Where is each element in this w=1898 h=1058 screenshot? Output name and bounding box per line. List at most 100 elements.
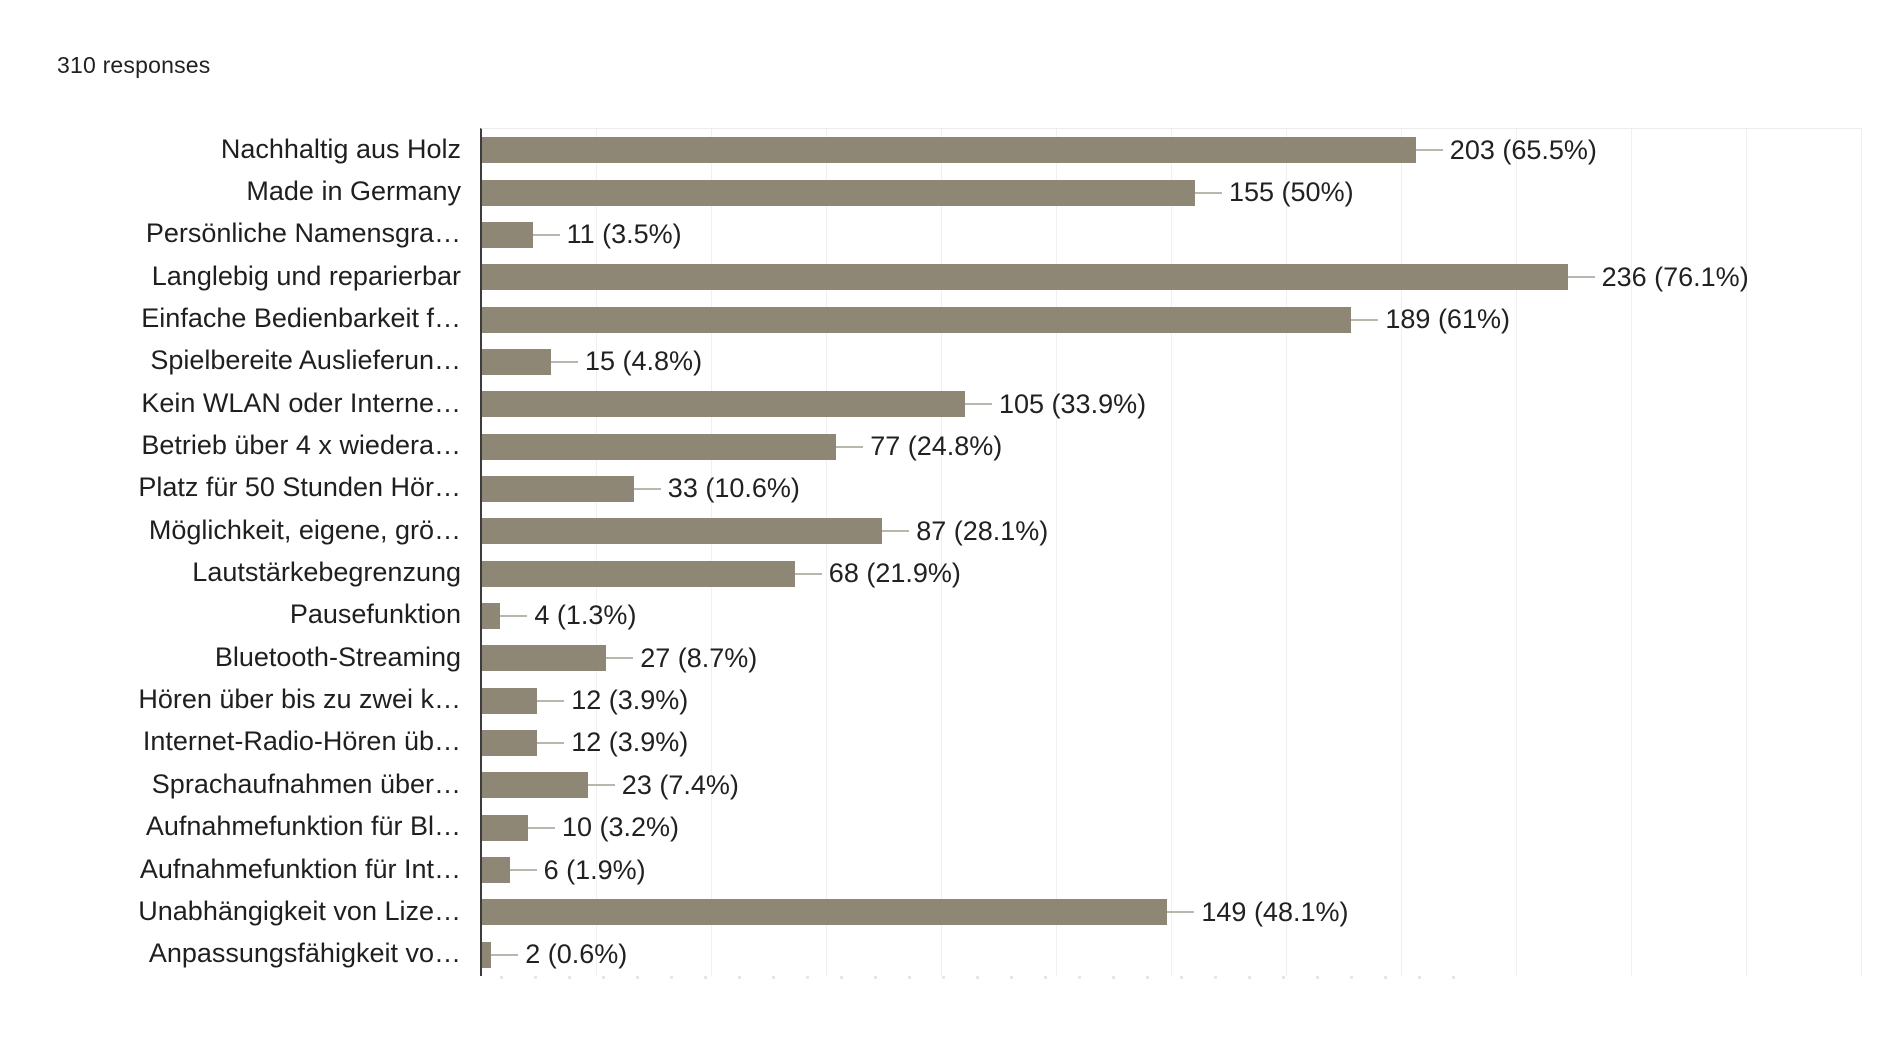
bar[interactable] [482, 814, 528, 841]
annotation-stem [1351, 318, 1379, 321]
category-label: Kein WLAN oder Interne… [141, 387, 461, 418]
annotation-stem [1167, 911, 1195, 914]
responses-count: 310 responses [57, 52, 211, 78]
value-label: 105 (33.9%) [999, 388, 1147, 419]
category-label: Aufnahmefunktion für Bl… [145, 811, 461, 842]
value-label: 33 (10.6%) [667, 473, 800, 504]
value-label: 87 (28.1%) [916, 515, 1049, 546]
bar[interactable] [482, 645, 607, 672]
bar-row: 87 (28.1%) [482, 510, 1862, 552]
category-label: Lautstärkebegrenzung [192, 557, 461, 588]
category-label: Möglichkeit, eigene, grö… [148, 514, 461, 545]
category-axis-labels: Nachhaltig aus Holz Made in Germany Persön… [0, 128, 470, 975]
annotation-stem [1415, 149, 1443, 152]
bar-row: 12 (3.9%) [482, 722, 1862, 764]
value-label: 236 (76.1%) [1601, 261, 1749, 292]
annotation-stem [1567, 276, 1595, 279]
annotation-stem [836, 445, 864, 448]
bar-row: 68 (21.9%) [482, 552, 1862, 594]
bar-row: 236 (76.1%) [482, 256, 1862, 298]
annotation-stem [491, 953, 519, 956]
annotation-stem [633, 487, 661, 490]
bar[interactable] [482, 137, 1416, 164]
bar-row: 33 (10.6%) [482, 468, 1862, 510]
bar[interactable] [482, 772, 588, 799]
annotation-stem [551, 360, 578, 363]
bar[interactable] [482, 560, 795, 587]
bar[interactable] [482, 941, 492, 968]
bar-row: 105 (33.9%) [482, 383, 1862, 425]
bar-row: 77 (24.8%) [482, 425, 1862, 467]
bar[interactable] [482, 179, 1195, 206]
annotation-stem [500, 614, 528, 617]
bar-row: 149 (48.1%) [482, 891, 1862, 933]
annotation-stem [965, 403, 992, 406]
bar[interactable] [482, 518, 883, 545]
value-label: 4 (1.3%) [534, 600, 637, 631]
value-label: 6 (1.9%) [543, 854, 646, 885]
category-label: Langlebig und reparierbar [151, 260, 461, 291]
bar-row: 15 (4.8%) [482, 341, 1862, 383]
category-label: Nachhaltig aus Holz [220, 133, 461, 164]
value-label: 189 (61%) [1385, 304, 1510, 335]
value-label: 155 (50%) [1229, 177, 1354, 208]
annotation-stem [794, 572, 822, 575]
category-label: Sprachaufnahmen über… [151, 768, 461, 799]
bar[interactable] [482, 729, 538, 756]
value-label: 203 (65.5%) [1449, 134, 1597, 165]
category-label: Aufnahmefunktion für Int… [139, 853, 461, 884]
bar-row: 155 (50%) [482, 171, 1862, 213]
category-label: Made in Germany [246, 176, 461, 207]
value-label: 149 (48.1%) [1201, 896, 1349, 927]
value-label: 23 (7.4%) [621, 769, 739, 800]
category-label: Pausefunktion [289, 599, 461, 630]
bar[interactable] [482, 899, 1168, 926]
bar[interactable] [482, 348, 551, 375]
category-label: Betrieb über 4 x wiedera… [141, 430, 461, 461]
annotation-stem [606, 657, 634, 660]
bar-row: 11 (3.5%) [482, 214, 1862, 256]
bar-row: 2 (0.6%) [482, 934, 1862, 976]
bar-row: 189 (61%) [482, 298, 1862, 340]
bar-row: 4 (1.3%) [482, 595, 1862, 637]
value-label: 68 (21.9%) [828, 558, 961, 589]
value-label: 15 (4.8%) [585, 346, 703, 377]
bar-row: 203 (65.5%) [482, 129, 1862, 171]
annotation-stem [509, 869, 537, 872]
bar-chart-plot-area: 203 (65.5%) 155 (50%) 11 (3.5%) 236 (76.1%)… [480, 128, 1862, 976]
category-label: Hören über bis zu zwei k… [138, 684, 461, 715]
value-label: 2 (0.6%) [525, 939, 628, 970]
value-label: 12 (3.9%) [571, 685, 689, 716]
cropped-next-row-remnant [500, 976, 1460, 979]
category-label: Unabhängigkeit von Lize… [138, 895, 461, 926]
bar[interactable] [482, 433, 837, 460]
annotation-stem [537, 741, 565, 744]
bar-row: 12 (3.9%) [482, 679, 1862, 721]
value-label: 12 (3.9%) [571, 727, 689, 758]
bar-row: 23 (7.4%) [482, 764, 1862, 806]
category-label: Platz für 50 Stunden Hör… [138, 472, 461, 503]
bar[interactable] [482, 391, 965, 418]
bar-row: 27 (8.7%) [482, 637, 1862, 679]
bar[interactable] [482, 857, 510, 884]
value-label: 10 (3.2%) [561, 812, 680, 843]
bar-row: 6 (1.9%) [482, 849, 1862, 891]
annotation-stem [587, 784, 615, 787]
category-label: Internet-Radio-Hören üb… [142, 726, 461, 757]
bar[interactable] [482, 687, 538, 714]
bar[interactable] [482, 306, 1352, 333]
bar-row: 10 (3.2%) [482, 807, 1862, 849]
annotation-stem [537, 699, 565, 702]
bar[interactable] [482, 264, 1568, 291]
value-label: 11 (3.5%) [566, 219, 682, 250]
category-label: Persönliche Namensgra… [145, 218, 461, 249]
category-label: Anpassungsfähigkeit vo… [148, 938, 461, 969]
bar[interactable] [482, 221, 533, 248]
category-label: Bluetooth-Streaming [214, 641, 461, 672]
annotation-stem [882, 530, 910, 533]
category-label: Einfache Bedienbarkeit f… [141, 303, 461, 334]
bar[interactable] [482, 475, 634, 502]
category-label: Spielbereite Auslieferun… [150, 345, 461, 376]
bar[interactable] [482, 602, 501, 629]
